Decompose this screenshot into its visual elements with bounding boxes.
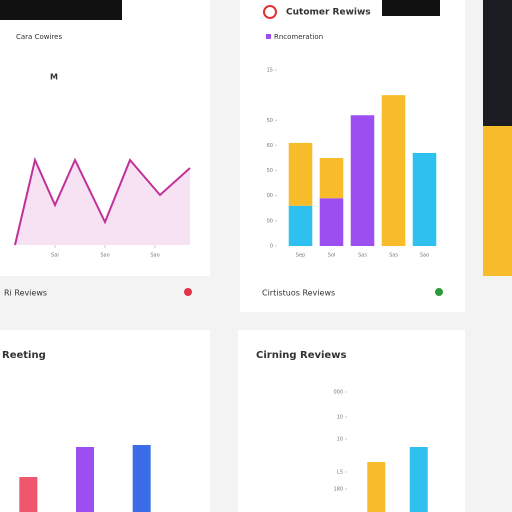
x-tick-label: Sao	[420, 253, 429, 259]
bar	[409, 447, 428, 512]
status-dot	[184, 288, 192, 296]
y-tick-label: 15	[267, 68, 273, 74]
y-tick-label: 000	[333, 390, 343, 396]
y-tick-label: 0	[270, 244, 273, 250]
bar-segment	[319, 198, 344, 246]
x-tick-label: Sai	[51, 253, 59, 259]
y-tick-label: 00	[267, 218, 273, 224]
bar	[76, 447, 94, 512]
bar-segment	[350, 115, 375, 246]
marker: M	[50, 73, 58, 82]
card-title: Cutomer Rewiws	[286, 8, 371, 18]
x-tick-label: Sas	[358, 253, 367, 259]
x-tick-label: Sao	[150, 253, 159, 259]
bar-segment	[288, 205, 313, 246]
bar	[367, 462, 386, 512]
card-footer: Ri Reviews	[4, 289, 47, 298]
bar-segment	[288, 142, 313, 206]
logo	[263, 5, 277, 19]
card-title: Cirning Reviews	[256, 350, 346, 361]
legend-label: Rncomeration	[274, 33, 323, 41]
bar	[19, 477, 38, 512]
legend-swatch	[266, 34, 271, 39]
x-tick-label: Sol	[328, 253, 336, 259]
side-panel	[483, 0, 512, 126]
area	[15, 160, 190, 245]
bar	[132, 445, 151, 512]
bar-segment	[319, 158, 344, 199]
side-panel	[483, 126, 512, 276]
x-tick-label: Sep	[296, 253, 305, 259]
bar-segment	[381, 95, 406, 247]
header-bar	[382, 0, 440, 16]
y-tick-label: 180	[333, 487, 343, 493]
y-tick-label: 50	[267, 168, 273, 174]
card-footer: Cirtistuos Reviews	[262, 289, 335, 298]
y-tick-label: 00	[267, 193, 273, 199]
header-bar	[0, 0, 122, 20]
y-tick-label: 50	[267, 118, 273, 124]
line	[14, 156, 191, 246]
legend-label: Cara Cowires	[16, 33, 62, 41]
y-tick-label: 10	[337, 437, 343, 443]
card-title: Reeting	[2, 350, 46, 361]
x-tick-label: Sas	[389, 253, 398, 259]
y-tick-label: 10	[337, 415, 343, 421]
y-tick-label: 60	[267, 143, 273, 149]
x-tick-label: Sao	[100, 253, 109, 259]
y-tick-label: L5	[337, 470, 343, 476]
status-dot	[435, 288, 443, 296]
bar-segment	[412, 152, 437, 246]
